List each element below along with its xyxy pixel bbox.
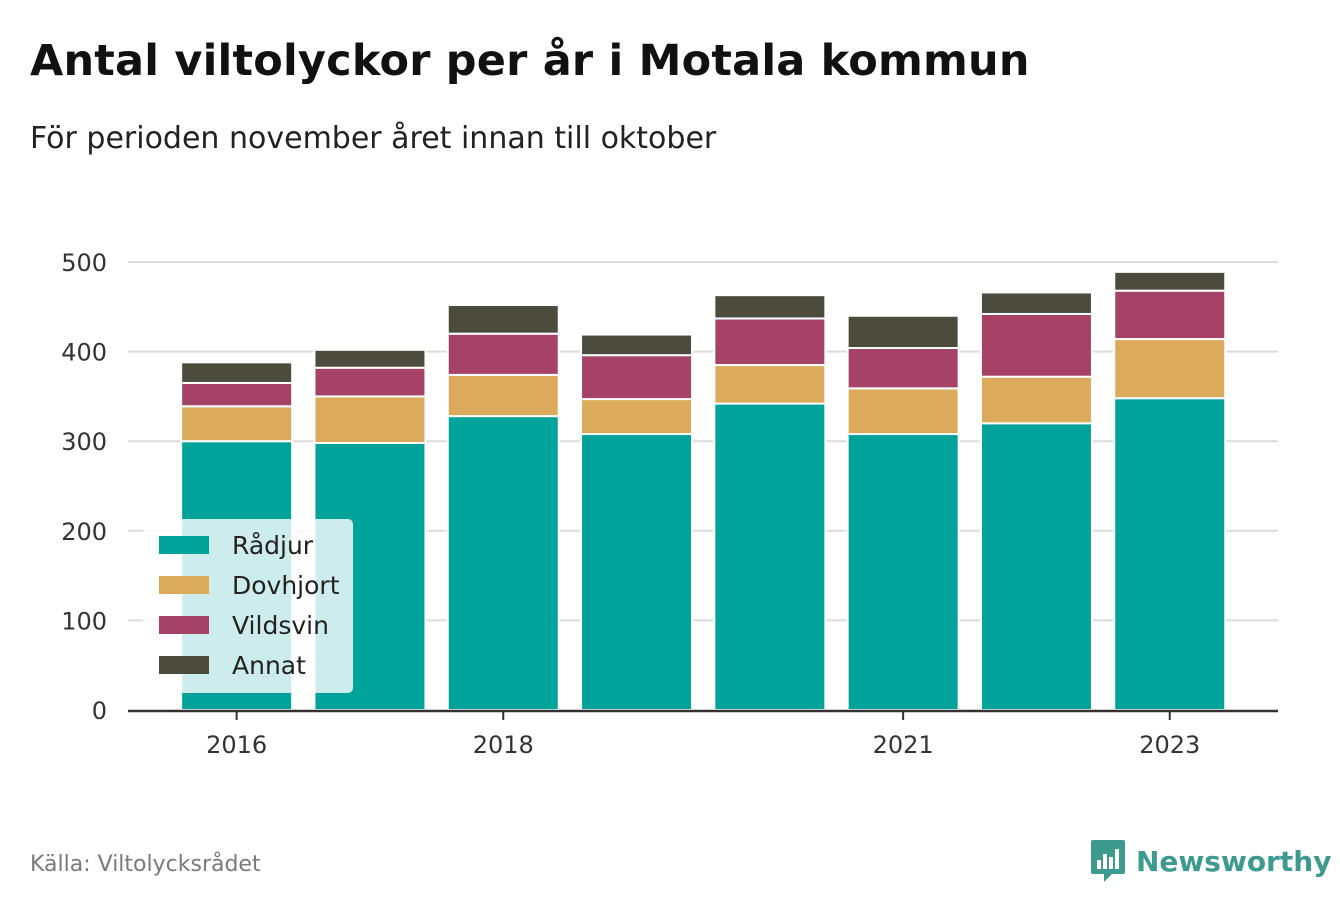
- bar-segment-rådjur-2018: [446, 415, 560, 711]
- chart-title: Antal viltolyckor per år i Motala kommun: [30, 36, 1030, 86]
- legend-label-vildsvin: Vildsvin: [232, 611, 329, 640]
- legend-label-rådjur: Rådjur: [232, 531, 314, 560]
- bar-segment-dovhjort-2021: [846, 387, 960, 436]
- x-tick-label: 2023: [1139, 731, 1200, 759]
- bar-segment-annat-2020: [713, 294, 827, 320]
- source-note: Källa: Viltolycksrådet: [30, 852, 261, 877]
- bar-segment-rådjur-2023: [1113, 397, 1227, 711]
- bar-segment-annat-2017: [313, 348, 427, 369]
- legend-swatch-dovhjort: [159, 576, 209, 594]
- bar-segment-annat-2022: [979, 291, 1093, 315]
- bar-segment-annat-2023: [1113, 270, 1227, 292]
- legend: Rådjur Dovhjort Vildsvin Annat: [143, 519, 353, 693]
- y-tick-label: 500: [61, 249, 107, 277]
- bar-segment-dovhjort-2022: [979, 375, 1093, 425]
- y-tick-label: 100: [61, 607, 107, 635]
- bar-segment-vildsvin-2022: [979, 312, 1093, 378]
- bar-segment-annat-2016: [180, 361, 294, 384]
- x-axis: [128, 709, 1278, 720]
- legend-box: [143, 519, 353, 693]
- legend-swatch-annat: [159, 656, 209, 674]
- bar-segment-vildsvin-2018: [446, 332, 560, 376]
- bar-segment-dovhjort-2019: [580, 398, 694, 436]
- brand-name: Newsworthy: [1136, 844, 1332, 878]
- x-tick-label: 2021: [873, 731, 934, 759]
- y-tick-label: 200: [61, 518, 107, 546]
- legend-label-annat: Annat: [232, 651, 306, 680]
- bar-segment-rådjur-2021: [846, 433, 960, 711]
- bar-segment-dovhjort-2023: [1113, 338, 1227, 400]
- y-tick-label: 0: [92, 697, 107, 725]
- y-tick-label: 300: [61, 428, 107, 456]
- bar-segment-annat-2018: [446, 304, 560, 335]
- x-tick-label: 2018: [473, 731, 534, 759]
- bar-segment-rådjur-2020: [713, 402, 827, 711]
- brand-logo: Newsworthy: [1090, 838, 1331, 884]
- bar-segment-vildsvin-2017: [313, 366, 427, 398]
- bar-segment-vildsvin-2019: [580, 354, 694, 401]
- y-tick-label: 400: [61, 339, 107, 367]
- bar-segment-vildsvin-2023: [1113, 289, 1227, 341]
- y-axis-labels: 0 100 200 300 400 500: [61, 249, 107, 725]
- bar-segment-dovhjort-2020: [713, 364, 827, 405]
- bar-segment-dovhjort-2017: [313, 395, 427, 444]
- bar-segment-rådjur-2019: [580, 433, 694, 711]
- bar-segment-dovhjort-2016: [180, 405, 294, 443]
- bar-segment-rådjur-2022: [979, 422, 1093, 711]
- legend-label-dovhjort: Dovhjort: [232, 571, 340, 600]
- newsworthy-icon: [1091, 840, 1125, 882]
- legend-swatch-rådjur: [159, 536, 209, 554]
- bar-segment-dovhjort-2018: [446, 373, 560, 418]
- stacked-bar-chart: 0 100 200 300 400 500 2016 2018 2021 2023 Rådjur…: [61, 249, 1278, 759]
- bar-segment-vildsvin-2021: [846, 347, 960, 390]
- x-tick-label: 2016: [206, 731, 267, 759]
- chart-subtitle: För perioden november året innan till ok…: [30, 121, 717, 156]
- x-axis-labels: 2016 2018 2021 2023: [206, 731, 1200, 759]
- bar-segment-annat-2019: [580, 333, 694, 357]
- legend-swatch-vildsvin: [159, 616, 209, 634]
- bar-segment-vildsvin-2020: [713, 317, 827, 367]
- bar-segment-vildsvin-2016: [180, 381, 294, 408]
- bar-segment-annat-2021: [846, 314, 960, 350]
